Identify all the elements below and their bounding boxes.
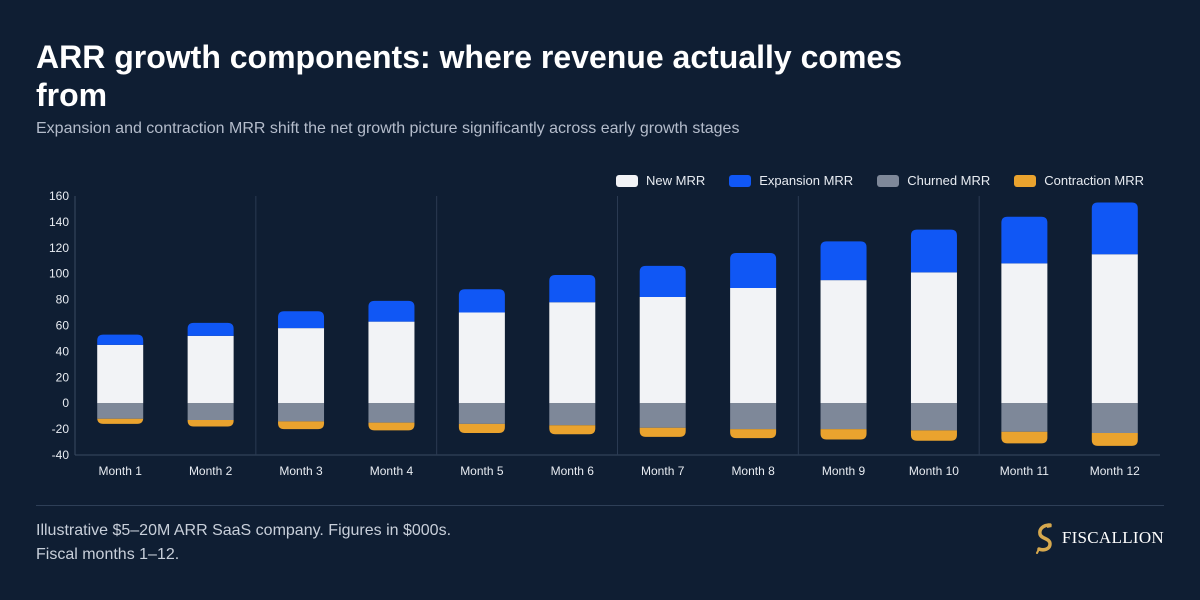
legend-label-expansion-mrr: Expansion MRR xyxy=(759,173,854,188)
brand-name: FISCALLION xyxy=(1061,528,1164,547)
bar-expansion-mrr xyxy=(458,289,505,313)
bar-churned-mrr xyxy=(458,403,505,424)
bar-new-mrr xyxy=(820,280,867,404)
bar-new-mrr xyxy=(730,287,777,404)
bar-expansion-mrr xyxy=(639,265,686,298)
x-tick-label: Month 11 xyxy=(1000,464,1049,478)
y-tick-label: 80 xyxy=(56,293,70,307)
legend-swatch-churned-mrr xyxy=(877,174,900,187)
bar-new-mrr xyxy=(278,328,325,404)
bar-churned-mrr xyxy=(820,403,867,430)
bar-contraction-mrr xyxy=(910,430,957,441)
x-tick-label: Month 8 xyxy=(731,464,775,478)
stacked-bar-chart: -40 -20 0 20 40 60 80 100 120 140 160 Month 1 Month … xyxy=(49,189,1160,478)
bar-churned-mrr xyxy=(549,403,596,426)
bar-contraction-mrr xyxy=(458,423,505,433)
y-tick-label: 160 xyxy=(49,189,69,203)
bar-expansion-mrr xyxy=(187,322,234,336)
bar-expansion-mrr xyxy=(730,252,777,288)
y-tick-label: 0 xyxy=(62,396,69,410)
bar-contraction-mrr xyxy=(820,429,867,440)
bar-contraction-mrr xyxy=(639,427,686,437)
bar-contraction-mrr xyxy=(187,420,234,427)
legend-item-contraction-mrr: Contraction MRR xyxy=(1014,173,1144,188)
y-tick-label: -40 xyxy=(52,448,70,462)
bar-contraction-mrr xyxy=(1091,432,1138,446)
bar-churned-mrr xyxy=(730,403,777,430)
bar-expansion-mrr xyxy=(368,300,415,322)
bar-contraction-mrr xyxy=(730,429,777,439)
bar-new-mrr xyxy=(1091,254,1138,404)
x-tick-label: Month 4 xyxy=(370,464,414,478)
y-tick-label: 100 xyxy=(49,267,69,281)
x-tick-label: Month 5 xyxy=(460,464,504,478)
chart-title: ARR growth components: where revenue act… xyxy=(36,39,902,113)
bar-new-mrr xyxy=(458,312,505,404)
bar-churned-mrr xyxy=(97,403,144,419)
footer-divider xyxy=(36,505,1164,506)
bar-churned-mrr xyxy=(1091,403,1138,433)
bar-churned-mrr xyxy=(910,403,957,431)
legend-item-churned-mrr: Churned MRR xyxy=(877,173,990,188)
brand-logo: FISCALLION xyxy=(1034,522,1164,554)
y-tick-label: 40 xyxy=(56,344,70,358)
bar-new-mrr xyxy=(910,272,957,404)
bar-expansion-mrr xyxy=(97,334,144,345)
bar-churned-mrr xyxy=(187,403,234,421)
bar-new-mrr xyxy=(1001,263,1048,404)
legend-swatch-contraction-mrr xyxy=(1014,174,1037,187)
y-tick-label: 20 xyxy=(56,370,70,384)
chart-legend: New MRR Expansion MRR Churned MRR Contra… xyxy=(616,173,1144,188)
bar-new-mrr xyxy=(187,335,234,404)
bar-new-mrr xyxy=(549,302,596,404)
bar-churned-mrr xyxy=(278,403,325,422)
bar-new-mrr xyxy=(368,321,415,404)
bar-expansion-mrr xyxy=(1091,202,1138,255)
chart-subtitle: Expansion and contraction MRR shift the … xyxy=(36,120,740,137)
bar-expansion-mrr xyxy=(278,311,325,329)
x-tick-label: Month 2 xyxy=(189,464,233,478)
bar-expansion-mrr xyxy=(549,274,596,303)
bar-churned-mrr xyxy=(1001,403,1048,432)
x-tick-label: Month 3 xyxy=(279,464,323,478)
legend-item-expansion-mrr: Expansion MRR xyxy=(729,173,853,188)
bar-contraction-mrr xyxy=(97,417,144,424)
legend-swatch-expansion-mrr xyxy=(729,174,752,187)
y-tick-label: -20 xyxy=(52,422,70,436)
legend-label-churned-mrr: Churned MRR xyxy=(907,173,991,188)
bar-expansion-mrr xyxy=(910,229,957,273)
bar-expansion-mrr xyxy=(1001,216,1048,264)
bar-expansion-mrr xyxy=(820,241,867,281)
x-tick-label: Month 10 xyxy=(909,464,959,478)
footnote: Illustrative $5–20M ARR SaaS company. Fi… xyxy=(36,522,452,563)
x-tick-label: Month 9 xyxy=(822,464,866,478)
legend-label-contraction-mrr: Contraction MRR xyxy=(1044,173,1144,188)
x-tick-label: Month 6 xyxy=(551,464,595,478)
bar-contraction-mrr xyxy=(1001,431,1048,444)
bar-churned-mrr xyxy=(639,403,686,428)
x-tick-label: Month 12 xyxy=(1090,464,1140,478)
bar-contraction-mrr xyxy=(278,421,325,430)
bar-contraction-mrr xyxy=(368,422,415,431)
legend-item-new-mrr: New MRR xyxy=(616,173,705,188)
bar-new-mrr xyxy=(639,297,686,404)
legend-label-new-mrr: New MRR xyxy=(646,173,706,188)
y-tick-label: 120 xyxy=(49,241,69,255)
y-tick-label: 140 xyxy=(49,215,69,229)
bar-new-mrr xyxy=(97,344,144,404)
y-tick-label: 60 xyxy=(56,319,70,333)
x-tick-label: Month 1 xyxy=(99,464,143,478)
x-tick-label: Month 7 xyxy=(641,464,685,478)
stylized-s-logo-icon xyxy=(1035,523,1052,554)
bar-contraction-mrr xyxy=(549,425,596,435)
legend-swatch-new-mrr xyxy=(616,174,639,187)
bar-churned-mrr xyxy=(368,403,415,423)
